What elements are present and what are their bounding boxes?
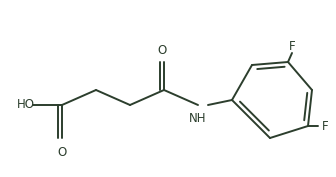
Text: O: O: [57, 145, 67, 158]
Text: F: F: [322, 119, 328, 133]
Text: NH: NH: [189, 112, 207, 124]
Text: HO: HO: [17, 98, 35, 112]
Text: O: O: [157, 44, 167, 56]
Text: F: F: [289, 41, 295, 53]
